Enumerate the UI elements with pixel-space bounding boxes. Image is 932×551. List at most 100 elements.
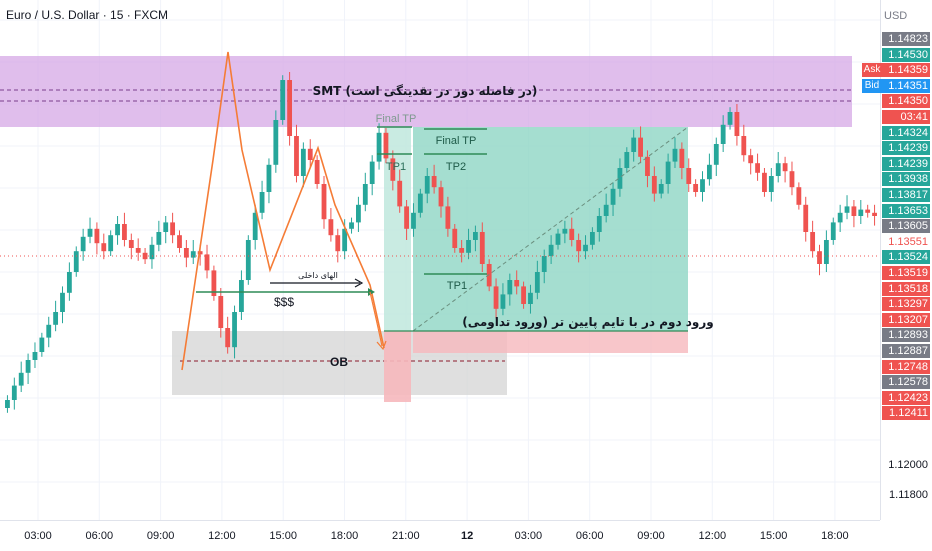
candle-down xyxy=(404,206,409,229)
candle-up xyxy=(362,184,368,205)
entry-arrow xyxy=(369,291,383,347)
candle-down xyxy=(431,176,437,188)
candle-up xyxy=(507,280,513,295)
candle-up xyxy=(589,232,595,245)
pattern-zigzag xyxy=(181,51,385,371)
candle-down xyxy=(94,228,100,244)
candle-up xyxy=(280,80,286,120)
candle-up xyxy=(39,337,45,352)
time-tick: 03:00 xyxy=(514,530,543,542)
time-tick: 21:00 xyxy=(392,530,420,542)
price-label: 1.13519 xyxy=(882,266,930,280)
candle-up xyxy=(603,204,609,216)
candle-up xyxy=(665,161,671,184)
candle-down xyxy=(438,187,444,207)
candle-up xyxy=(232,312,237,348)
price-label: 1.14530 xyxy=(882,47,930,62)
inner-liq-arrow-head xyxy=(354,278,364,288)
candle-down xyxy=(493,286,499,309)
candle-up xyxy=(541,256,547,272)
candle-down xyxy=(576,240,582,252)
price-label: 1.12887 xyxy=(882,344,930,358)
candle-up xyxy=(25,360,31,373)
candle-up xyxy=(500,294,506,309)
candle-down xyxy=(762,172,767,192)
candle-up xyxy=(775,163,781,176)
candle-up xyxy=(473,232,478,240)
tp1-b-label: TP1 xyxy=(447,280,467,292)
price-label: 1.13817 xyxy=(882,188,930,202)
candle-up xyxy=(273,120,279,165)
candle-down xyxy=(645,156,650,176)
entry-note-label: (ورود دوم در با تایم پایین تر (ورود تداو… xyxy=(462,315,714,330)
candle-up xyxy=(46,324,52,338)
candle-down xyxy=(521,286,526,304)
candle-down xyxy=(183,248,189,258)
price-label: 1.14823 xyxy=(882,32,930,46)
price-label: 1.11800 xyxy=(889,489,928,501)
candle-up xyxy=(555,233,561,245)
candle-up xyxy=(631,137,637,152)
candle-up xyxy=(830,222,836,240)
candle-up xyxy=(163,222,169,232)
chart-canvas[interactable]: SMT (در فاصله دور در نقدینگی است) OB $$$… xyxy=(0,0,880,520)
candle-up xyxy=(53,312,59,325)
candle-down xyxy=(177,235,182,248)
candle-up xyxy=(583,244,588,252)
time-axis[interactable] xyxy=(0,520,880,551)
time-tick: 06:00 xyxy=(85,530,114,542)
inner-liq-label: الهای داخلی xyxy=(298,271,338,280)
candle-up xyxy=(713,144,719,165)
candle-down xyxy=(569,228,575,240)
candle-down xyxy=(865,209,871,213)
candle-up xyxy=(624,152,630,168)
candle-down xyxy=(459,248,465,253)
candle-down xyxy=(101,243,107,252)
chart-title: Euro / U.S. Dollar · 15 · FXCM xyxy=(6,8,169,22)
candle-down xyxy=(479,232,485,264)
ob-label: OB xyxy=(330,355,348,369)
candle-down xyxy=(397,180,403,207)
time-tick: 06:00 xyxy=(575,530,604,542)
candle-down xyxy=(445,206,451,229)
time-tick: 03:00 xyxy=(24,530,52,542)
candle-down xyxy=(142,252,148,260)
time-tick: 09:00 xyxy=(637,530,665,542)
bid-tag: Bid xyxy=(862,78,882,93)
price-label: 1.13297 xyxy=(882,297,930,312)
candle-down xyxy=(225,328,231,348)
candle-up xyxy=(376,132,382,162)
candle-down xyxy=(486,264,492,287)
price-label: 1.14239 xyxy=(882,156,930,171)
candle-down xyxy=(651,176,657,194)
candle-up xyxy=(658,184,664,194)
final-tp-1-label: Final TP xyxy=(376,113,417,125)
candle-up xyxy=(837,212,843,223)
candle-down xyxy=(122,224,127,240)
candle-up xyxy=(596,216,602,232)
candle-up xyxy=(672,148,678,162)
candle-up xyxy=(87,228,93,237)
tp2-label: TP2 xyxy=(446,161,466,173)
candle-down xyxy=(872,212,877,216)
candle-up xyxy=(342,228,348,252)
candle-up xyxy=(727,112,733,125)
entry-zone-1 xyxy=(384,331,411,402)
candle-down xyxy=(307,148,313,160)
sss-label: $$$ xyxy=(274,295,294,309)
candle-up xyxy=(239,280,244,312)
candle-up xyxy=(300,148,306,176)
time-tick: 12 xyxy=(460,530,474,542)
candle-up xyxy=(5,400,10,408)
candle-down xyxy=(782,163,788,172)
candle-up xyxy=(411,212,416,229)
candle-down xyxy=(851,206,857,216)
candle-up xyxy=(768,176,774,192)
time-tick: 18:00 xyxy=(821,530,849,542)
candle-down xyxy=(817,251,822,264)
candle-down xyxy=(789,171,795,188)
candle-up xyxy=(700,179,705,192)
candle-up xyxy=(528,292,533,304)
candle-down xyxy=(197,251,203,255)
candle-up xyxy=(823,240,829,264)
